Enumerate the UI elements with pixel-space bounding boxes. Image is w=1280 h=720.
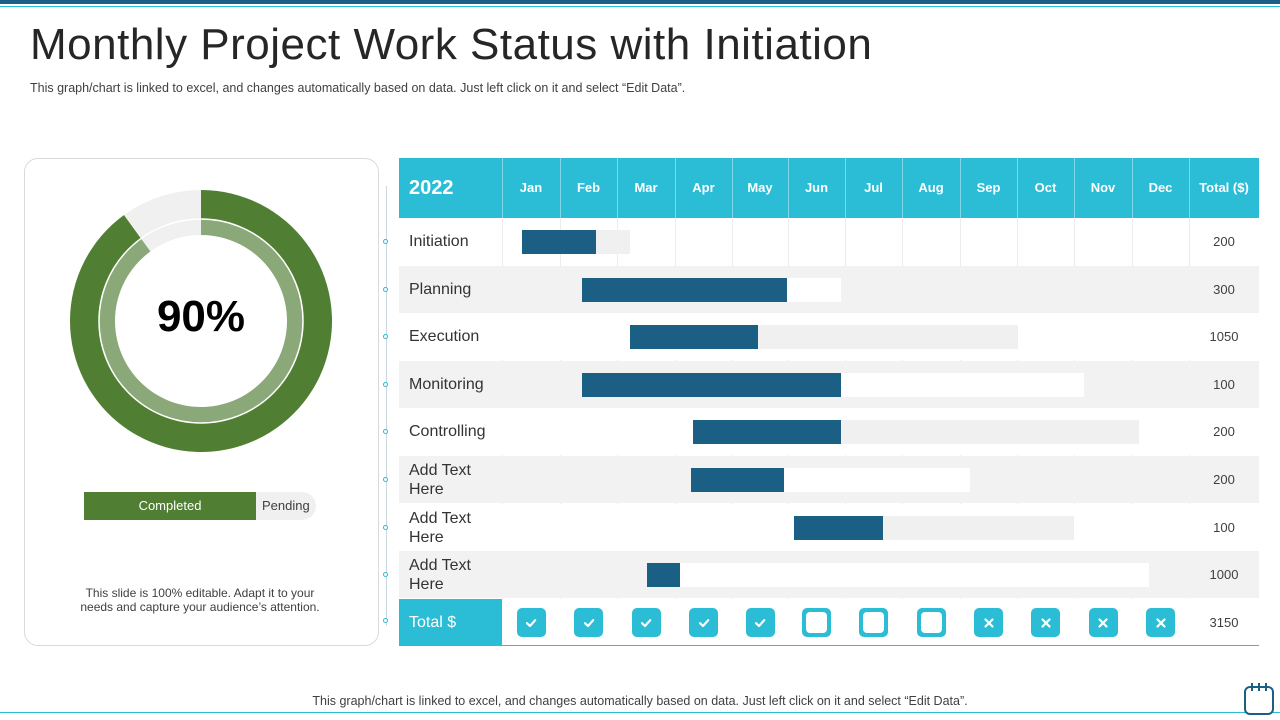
month-header-jun: Jun xyxy=(804,180,829,195)
task-total-value: 100 xyxy=(1213,376,1235,392)
page-subtitle: This graph/chart is linked to excel, and… xyxy=(30,81,686,95)
header-divider xyxy=(732,158,733,218)
task-label: Planning xyxy=(409,280,472,298)
editable-note: This slide is 100% editable. Adapt it to… xyxy=(80,586,320,614)
task-total-value: 200 xyxy=(1213,424,1235,440)
month-header-nov: Nov xyxy=(1090,180,1116,195)
timeline-dot xyxy=(383,239,388,244)
task-label: Monitoring xyxy=(409,375,484,393)
header-divider xyxy=(960,158,961,218)
donut-ring-separator xyxy=(98,218,304,424)
check-icon xyxy=(745,608,775,637)
task-progress-bar[interactable] xyxy=(647,563,680,588)
task-label: Add Text Here xyxy=(409,557,471,594)
gantt-chart[interactable]: 2022 Jan Feb Mar Apr May Jun Jul Aug Sep Oct Nov De… xyxy=(399,158,1259,646)
empty-box-icon xyxy=(859,608,888,637)
header-divider xyxy=(845,158,846,218)
header-divider xyxy=(560,158,561,218)
task-label: Initiation xyxy=(409,233,469,250)
empty-box-icon xyxy=(916,608,946,637)
month-header-mar: Mar xyxy=(634,180,658,195)
cross-icon xyxy=(1088,608,1118,637)
check-icon xyxy=(631,608,661,637)
task-progress-bar[interactable] xyxy=(581,277,787,302)
completion-percent: 90% xyxy=(156,292,246,341)
top-accent-line xyxy=(0,6,1280,7)
task-total-value: 300 xyxy=(1213,281,1235,297)
timeline-connector xyxy=(386,186,387,626)
total-row-label: Total $ xyxy=(399,599,502,646)
check-icon xyxy=(574,608,603,637)
legend-pending: Pending xyxy=(256,492,316,520)
task-total-value: 1050 xyxy=(1209,329,1239,345)
header-divider xyxy=(1074,158,1075,218)
gantt-total-row: Total $ 3150 xyxy=(399,599,1259,646)
month-header-feb: Feb xyxy=(576,180,601,195)
cross-icon xyxy=(1031,608,1060,637)
timeline-dot xyxy=(383,286,388,292)
timeline-dot xyxy=(383,429,388,435)
month-header-jul: Jul xyxy=(864,180,883,195)
task-total-value: 200 xyxy=(1213,472,1235,487)
month-header-apr: Apr xyxy=(692,180,715,195)
top-accent-bar xyxy=(0,0,1280,4)
month-header-oct: Oct xyxy=(1034,180,1057,195)
gantt-year: 2022 xyxy=(409,177,454,199)
task-total-value: 200 xyxy=(1213,234,1235,249)
task-total-value: 1000 xyxy=(1209,567,1239,583)
task-progress-bar[interactable] xyxy=(629,325,758,350)
donut-slice-pending[interactable] xyxy=(124,190,201,239)
month-header-may: May xyxy=(747,180,773,195)
timeline-dot xyxy=(383,477,388,482)
header-divider xyxy=(617,158,618,218)
header-divider xyxy=(675,158,676,218)
task-total-value: 100 xyxy=(1213,519,1235,535)
timeline-dot xyxy=(383,524,388,530)
month-header-jan: Jan xyxy=(519,180,543,195)
completion-legend: Completed Pending xyxy=(84,492,316,520)
timeline-dot xyxy=(383,334,388,340)
task-label: Add Text Here xyxy=(409,509,471,546)
legend-completed: Completed xyxy=(84,492,256,520)
header-divider xyxy=(1189,158,1190,218)
bottom-accent-line xyxy=(0,712,1280,713)
task-progress-bar[interactable] xyxy=(581,372,841,397)
empty-box-icon xyxy=(802,608,831,637)
completion-card xyxy=(24,158,379,646)
header-divider xyxy=(1132,158,1133,218)
task-label: Controlling xyxy=(409,423,486,441)
header-divider xyxy=(788,158,789,218)
donut-inner-ring-pending xyxy=(141,219,201,252)
task-progress-bar[interactable] xyxy=(690,468,785,492)
header-divider xyxy=(902,158,903,218)
check-icon xyxy=(689,608,718,637)
gantt-header: 2022 Jan Feb Mar Apr May Jun Jul Aug Sep Oct Nov De… xyxy=(399,158,1259,218)
month-header-sep: Sep xyxy=(976,180,1001,195)
header-divider xyxy=(1017,158,1018,218)
calendar-icon xyxy=(1244,683,1274,715)
page-title: Monthly Project Work Status with Initiat… xyxy=(30,20,873,69)
task-label: Add Text Here xyxy=(409,462,471,498)
page-footer: This graph/chart is linked to excel, and… xyxy=(312,694,968,708)
task-progress-bar[interactable] xyxy=(693,420,841,445)
completion-donut-chart[interactable] xyxy=(68,188,334,454)
timeline-dot xyxy=(383,381,388,387)
cross-icon xyxy=(1146,608,1175,637)
timeline-dot xyxy=(383,572,388,578)
task-progress-bar[interactable] xyxy=(793,515,884,540)
grand-total-value: 3150 xyxy=(1209,615,1239,630)
task-remaining-bar[interactable] xyxy=(647,563,1150,588)
month-header-aug: Aug xyxy=(918,180,944,195)
gantt-bottom-border xyxy=(399,645,1259,646)
task-progress-bar[interactable] xyxy=(522,230,596,254)
cross-icon xyxy=(974,608,1003,637)
check-icon xyxy=(516,608,546,637)
timeline-dot xyxy=(383,618,388,623)
total-column-header: Total ($) xyxy=(1199,180,1249,195)
month-header-dec: Dec xyxy=(1148,180,1173,195)
header-divider xyxy=(502,158,503,218)
task-label: Execution xyxy=(409,328,480,346)
